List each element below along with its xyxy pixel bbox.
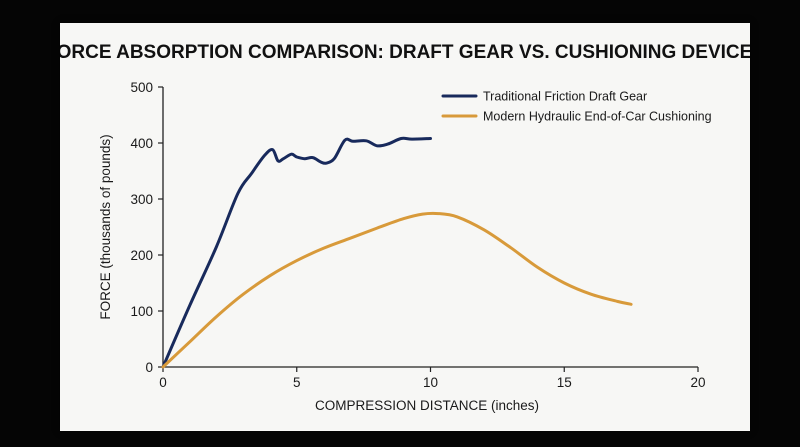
legend-label-1: Traditional Friction Draft Gear (483, 90, 647, 104)
y-tick-label: 200 (130, 248, 153, 263)
x-tick-label: 5 (293, 375, 301, 390)
series-line-2 (161, 211, 633, 369)
y-tick-label: 300 (130, 192, 153, 207)
x-tick-label: 10 (423, 375, 438, 390)
legend-label-2: Modern Hydraulic End-of-Car Cushioning (483, 110, 712, 124)
x-tick-label: 20 (690, 375, 705, 390)
y-tick-label: 100 (130, 304, 153, 319)
y-tick-label: 0 (145, 360, 153, 375)
chart-svg: FORCE ABSORPTION COMPARISON: DRAFT GEAR … (60, 42, 750, 413)
y-axis-label: FORCE (thousands of pounds) (98, 134, 113, 319)
y-tick-label: 500 (130, 80, 153, 95)
x-axis-label: COMPRESSION DISTANCE (inches) (315, 398, 539, 413)
y-tick-label: 400 (130, 136, 153, 151)
chart-title: FORCE ABSORPTION COMPARISON: DRAFT GEAR … (60, 42, 750, 63)
legend: Traditional Friction Draft Gear Modern Hy… (441, 90, 712, 124)
chart-card: FORCE ABSORPTION COMPARISON: DRAFT GEAR … (60, 23, 750, 431)
series-layer (161, 136, 633, 369)
x-tick-label: 0 (159, 375, 167, 390)
series-line-1 (161, 136, 432, 369)
x-tick-label: 15 (557, 375, 572, 390)
